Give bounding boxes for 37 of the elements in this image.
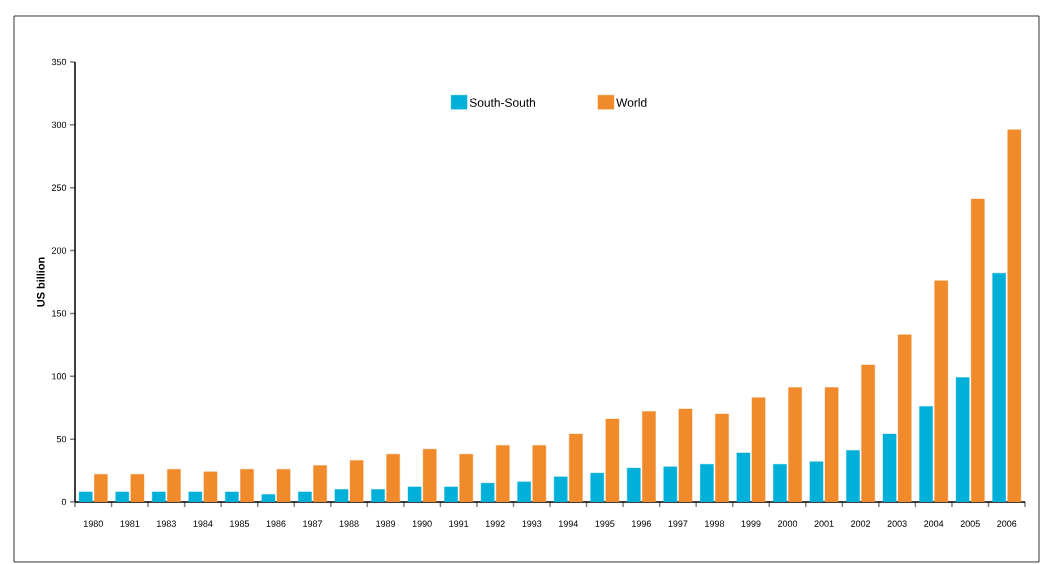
y-tick-label: 50 <box>56 435 67 443</box>
x-tick-label: 1996 <box>632 520 651 527</box>
x-tick-label: 2000 <box>777 520 798 527</box>
y-tick-label: 300 <box>51 121 67 129</box>
x-tick-label: 1987 <box>303 520 323 527</box>
x-tick-label: 1983 <box>157 520 176 527</box>
x-tick-label: 1991 <box>449 520 469 527</box>
x-tick-label: 2002 <box>851 520 871 527</box>
x-tick-label: 1994 <box>558 520 578 527</box>
y-tick-label: 350 <box>51 58 67 66</box>
x-tick-label: 1990 <box>412 520 432 527</box>
x-tick-label: 2004 <box>924 520 944 527</box>
y-tick-label: 200 <box>51 247 67 254</box>
y-tick-label: 250 <box>51 184 67 191</box>
x-tick-label: 1989 <box>376 520 396 527</box>
x-tick-label: 1995 <box>595 520 615 527</box>
x-tick-label: 2003 <box>887 520 907 527</box>
x-tick-label: 1981 <box>120 520 140 527</box>
y-tick-label: 0 <box>61 498 67 506</box>
x-tick-label: 1985 <box>230 520 250 527</box>
x-tick-label: 1980 <box>83 520 103 527</box>
x-tick-label: 1998 <box>705 520 725 527</box>
x-tick-label: 1986 <box>266 520 286 527</box>
x-tick-label: 1988 <box>339 520 359 527</box>
x-tick-label: 1984 <box>193 520 213 527</box>
x-tick-label: 2006 <box>997 520 1017 527</box>
x-tick-label: 2005 <box>960 520 980 527</box>
legend-label: South-South <box>469 98 535 107</box>
x-tick-label: 1992 <box>485 520 505 527</box>
y-tick-label: 100 <box>52 373 67 380</box>
x-tick-label: 1993 <box>522 520 542 527</box>
y-tick-label: 150 <box>52 310 67 317</box>
x-tick-label: 2001 <box>814 520 834 527</box>
x-tick-label: 1999 <box>741 520 761 527</box>
legend-label: World <box>616 98 647 107</box>
x-tick-label: 1997 <box>668 520 688 527</box>
y-axis-title: US billion <box>36 257 45 307</box>
